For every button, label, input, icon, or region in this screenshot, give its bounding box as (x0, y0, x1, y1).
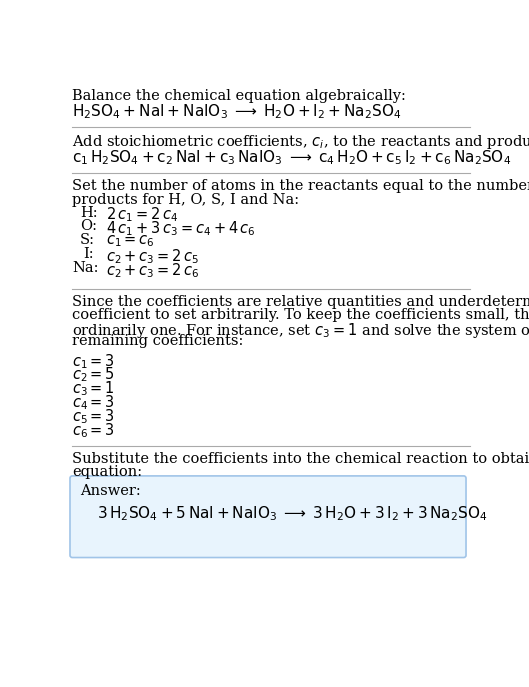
Text: $c_2 = 5$: $c_2 = 5$ (72, 365, 115, 385)
Text: H:: H: (80, 205, 98, 220)
Text: $\mathrm{3\,H_2SO_4 + 5\,NaI + NaIO_3 \;\longrightarrow\; 3\,H_2O + 3\,I_2 + 3\,: $\mathrm{3\,H_2SO_4 + 5\,NaI + NaIO_3 \;… (97, 504, 488, 523)
Text: products for H, O, S, I and Na:: products for H, O, S, I and Na: (72, 192, 299, 207)
FancyBboxPatch shape (70, 476, 466, 558)
Text: $4\,c_1 + 3\,c_3 = c_4 + 4\,c_6$: $4\,c_1 + 3\,c_3 = c_4 + 4\,c_6$ (106, 220, 256, 238)
Text: Na:: Na: (72, 261, 99, 275)
Text: Add stoichiometric coefficients, $c_i$, to the reactants and products:: Add stoichiometric coefficients, $c_i$, … (72, 133, 529, 151)
Text: Answer:: Answer: (80, 484, 141, 498)
Text: coefficient to set arbitrarily. To keep the coefficients small, the arbitrary va: coefficient to set arbitrarily. To keep … (72, 308, 529, 322)
Text: $c_3 = 1$: $c_3 = 1$ (72, 380, 115, 398)
Text: equation:: equation: (72, 465, 142, 479)
Text: $c_6 = 3$: $c_6 = 3$ (72, 421, 115, 440)
Text: Since the coefficients are relative quantities and underdetermined, choose a: Since the coefficients are relative quan… (72, 295, 529, 309)
Text: Set the number of atoms in the reactants equal to the number of atoms in the: Set the number of atoms in the reactants… (72, 179, 529, 194)
Text: Balance the chemical equation algebraically:: Balance the chemical equation algebraica… (72, 89, 406, 102)
Text: I:: I: (83, 247, 94, 261)
Text: $c_5 = 3$: $c_5 = 3$ (72, 407, 115, 426)
Text: $\mathrm{c_1\, H_2SO_4 + c_2\, NaI + c_3\, NaIO_3 \;\longrightarrow\; c_4\, H_2O: $\mathrm{c_1\, H_2SO_4 + c_2\, NaI + c_3… (72, 148, 512, 166)
Text: Substitute the coefficients into the chemical reaction to obtain the balanced: Substitute the coefficients into the che… (72, 452, 529, 466)
Text: $c_2 + c_3 = 2\,c_5$: $c_2 + c_3 = 2\,c_5$ (106, 247, 199, 266)
Text: $c_1 = 3$: $c_1 = 3$ (72, 352, 115, 371)
Text: O:: O: (80, 220, 97, 234)
Text: $\mathrm{H_2SO_4 + NaI + NaIO_3 \;\longrightarrow\; H_2O + I_2 + Na_2SO_4}$: $\mathrm{H_2SO_4 + NaI + NaIO_3 \;\longr… (72, 102, 402, 121)
Text: $c_2 + c_3 = 2\,c_6$: $c_2 + c_3 = 2\,c_6$ (106, 261, 200, 280)
Text: remaining coefficients:: remaining coefficients: (72, 335, 244, 348)
Text: $c_1 = c_6$: $c_1 = c_6$ (106, 234, 156, 249)
Text: $2\,c_1 = 2\,c_4$: $2\,c_1 = 2\,c_4$ (106, 205, 179, 225)
Text: S:: S: (80, 234, 95, 247)
Text: ordinarily one. For instance, set $c_3 = 1$ and solve the system of equations fo: ordinarily one. For instance, set $c_3 =… (72, 321, 529, 340)
Text: $c_4 = 3$: $c_4 = 3$ (72, 394, 115, 412)
